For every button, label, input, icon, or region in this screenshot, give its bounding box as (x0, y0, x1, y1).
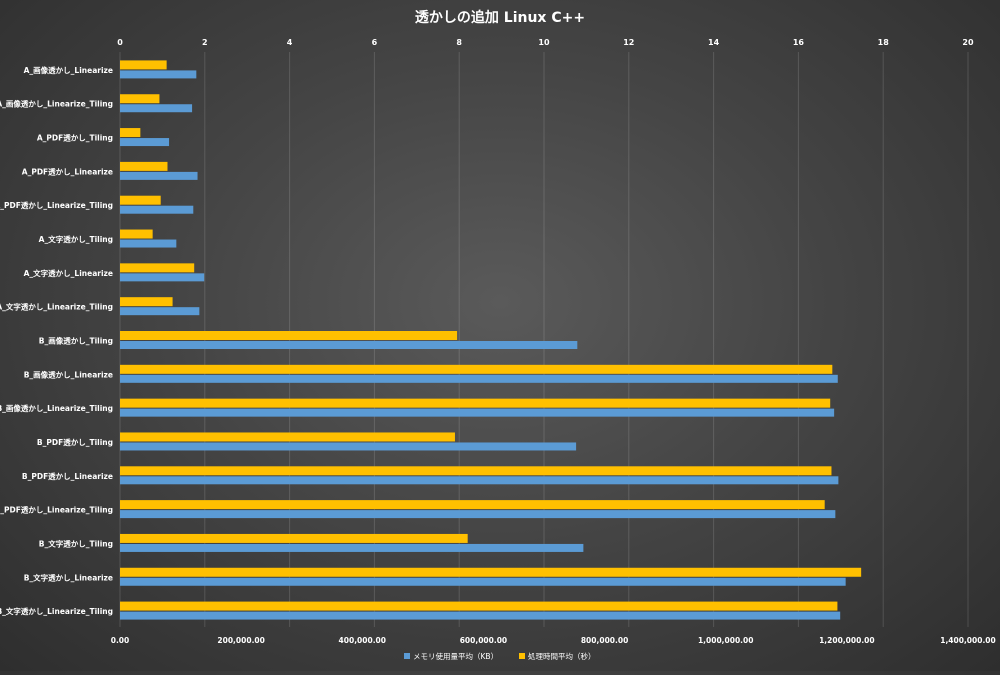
category-label: B_PDF透かし_Tiling (37, 437, 113, 447)
bar-time (120, 161, 168, 171)
bottom-axis-ticks: 0.00 200,000.00 400,000.00 600,000.00 800,00… (111, 636, 996, 645)
chart-title: 透かしの追加 Linux C++ (415, 9, 585, 26)
bar-time (120, 466, 832, 476)
category-label: A_文字透かし_Linearize_Tiling (0, 302, 113, 312)
category-label: B_画像透かし_Tiling (39, 336, 113, 346)
category-label: B_文字透かし_Tiling (39, 538, 113, 548)
category-label: B_画像透かし_Linearize (24, 369, 113, 379)
bar-time (120, 195, 161, 205)
bottom-tick-label: 1,400,000.00 (940, 636, 996, 645)
bar-time (120, 128, 141, 138)
legend: メモリ使用量平均（KB） 処理時間平均（秒） (404, 651, 596, 661)
legend-label: 処理時間平均（秒） (528, 651, 596, 661)
bar-memory (120, 205, 194, 214)
category-label: B_画像透かし_Linearize_Tiling (0, 403, 113, 413)
legend-swatch (519, 653, 525, 659)
bar-time (120, 500, 825, 510)
bar-memory (120, 138, 170, 147)
legend-label: メモリ使用量平均（KB） (413, 651, 498, 661)
top-tick-label: 20 (962, 38, 974, 47)
bar-time (120, 601, 838, 611)
category-label: A_画像透かし_Linearize (24, 65, 113, 75)
bottom-tick-label: 0.00 (111, 636, 130, 645)
bar-memory (120, 273, 205, 282)
top-tick-label: 14 (708, 38, 720, 47)
category-label: B_文字透かし_Linearize_Tiling (0, 606, 113, 616)
bar-time (120, 398, 831, 408)
grid-lines (119, 52, 969, 627)
bar-memory (120, 543, 584, 552)
bar-memory (120, 70, 197, 79)
bottom-tick-label: 1,200,000.00 (819, 636, 875, 645)
category-label: A_文字透かし_Linearize (24, 268, 113, 278)
category-label: A_PDF透かし_Tiling (37, 133, 113, 143)
bar-memory (120, 239, 177, 248)
top-tick-label: 12 (623, 38, 634, 47)
bar-memory (120, 104, 193, 113)
bar-memory (120, 307, 200, 316)
category-labels: A_画像透かし_Linearize A_画像透かし_Linearize_Tilin… (0, 65, 113, 616)
bar-time (120, 60, 167, 70)
bottom-tick-label: 200,000.00 (217, 636, 264, 645)
category-label: A_画像透かし_Linearize_Tiling (0, 99, 113, 109)
bar-memory (120, 341, 578, 349)
bar-memory (120, 408, 835, 417)
top-tick-label: 4 (287, 38, 293, 47)
bar-time (120, 364, 833, 374)
category-label: B_文字透かし_Linearize (24, 572, 113, 582)
category-label: B_PDF透かし_Linearize_Tiling (0, 505, 113, 515)
bar-time (120, 432, 455, 442)
top-tick-label: 6 (372, 38, 378, 47)
bar-memory (120, 577, 846, 586)
bar-memory (120, 442, 577, 451)
bottom-tick-label: 600,000.00 (460, 636, 507, 645)
top-tick-label: 2 (202, 38, 208, 47)
legend-swatch (404, 653, 410, 659)
category-label: A_PDF透かし_Linearize (22, 166, 113, 176)
bottom-tick-label: 400,000.00 (339, 636, 386, 645)
bar-time (120, 263, 195, 273)
bar-memory (120, 171, 198, 180)
bar-memory (120, 510, 836, 519)
category-label: A_文字透かし_Tiling (39, 234, 113, 244)
bottom-tick-label: 1,000,000.00 (698, 636, 754, 645)
category-label: A_PDF透かし_Linearize_Tiling (0, 200, 113, 210)
bar-time (120, 567, 862, 577)
top-axis-ticks: 0 2 4 6 8 10 12 14 16 18 20 (117, 38, 974, 47)
top-tick-label: 8 (456, 38, 462, 47)
top-tick-label: 10 (538, 38, 550, 47)
bars (120, 60, 862, 620)
bar-time (120, 331, 458, 340)
top-tick-label: 16 (793, 38, 805, 47)
bar-time (120, 229, 153, 239)
top-tick-label: 18 (878, 38, 890, 47)
top-tick-label: 0 (117, 38, 123, 47)
bar-time (120, 94, 160, 104)
bottom-tick-label: 800,000.00 (581, 636, 628, 645)
bar-memory (120, 611, 841, 620)
category-label: B_PDF透かし_Linearize (22, 471, 113, 481)
bar-time (120, 297, 173, 307)
bar-memory (120, 476, 839, 485)
bar-memory (120, 374, 838, 383)
bar-time (120, 533, 468, 543)
